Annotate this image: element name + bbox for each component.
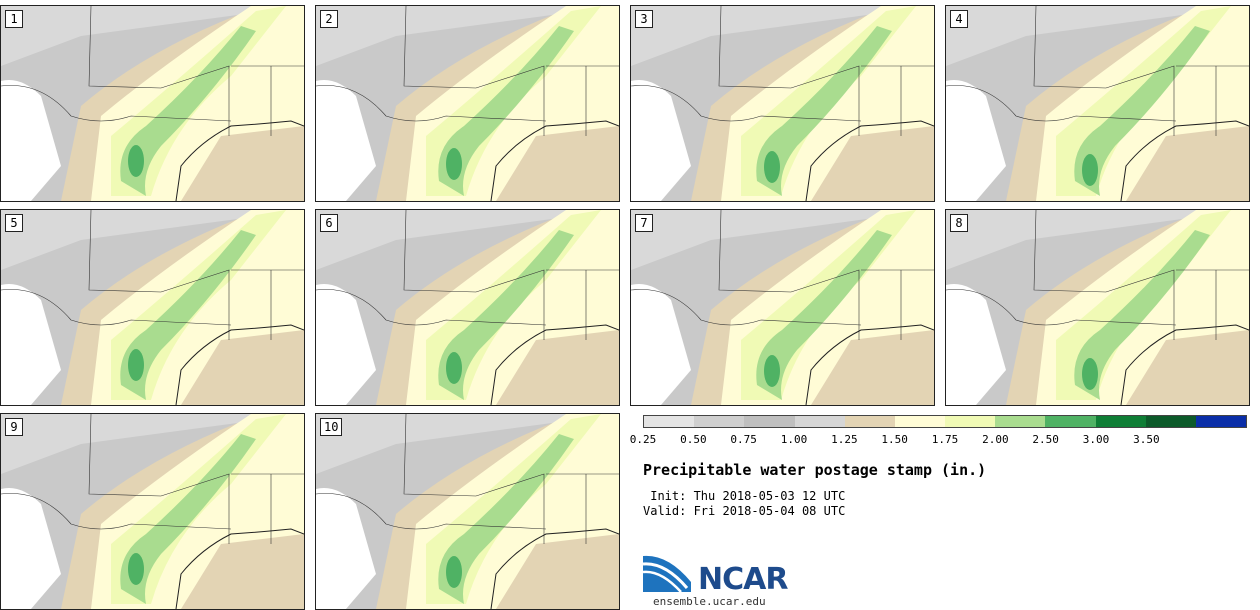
colorbar-tick-label: 0.25 [629, 433, 657, 446]
ncar-logo-icon [643, 555, 691, 593]
precip-map [946, 6, 1249, 201]
stamp-map-7: 7 [630, 209, 935, 406]
colorbar-tick-label: 1.00 [780, 433, 808, 446]
stamp-number: 5 [5, 214, 23, 232]
precip-map [1, 6, 304, 201]
precip-map [631, 6, 934, 201]
colorbar-segment [794, 416, 845, 427]
stamp-number: 7 [635, 214, 653, 232]
precip-map [316, 6, 619, 201]
stamp-map-4: 4 [945, 5, 1250, 202]
precip-map [631, 210, 934, 405]
stamp-number: 3 [635, 10, 653, 28]
colorbar-segment [894, 416, 946, 427]
stamp-map-9: 9 [0, 413, 305, 610]
colorbar-segment [1195, 416, 1247, 427]
stamp-number: 6 [320, 214, 338, 232]
colorbar-tick-label: 2.00 [982, 433, 1009, 446]
colorbar-tick-label: 1.25 [831, 433, 858, 446]
stamp-map-5: 5 [0, 209, 305, 406]
stamp-map-2: 2 [315, 5, 620, 202]
stamp-number: 9 [5, 418, 23, 436]
stamp-map-1: 1 [0, 5, 305, 202]
precip-map [946, 210, 1249, 405]
colorbar-segment [694, 416, 745, 427]
stamp-number: 2 [320, 10, 338, 28]
stamp-map-3: 3 [630, 5, 935, 202]
colorbar-segment [945, 416, 996, 427]
colorbar-tick-label: 1.50 [881, 433, 908, 446]
colorbar-segment [1045, 416, 1096, 427]
colorbar-segment [844, 416, 895, 427]
colorbar-segment [1145, 416, 1196, 427]
precip-map [1, 414, 304, 609]
colorbar-segment [995, 416, 1046, 427]
stamp-number: 10 [320, 418, 343, 436]
colorbar [643, 415, 1247, 428]
stamp-number: 4 [950, 10, 968, 28]
logo-text: NCAR [698, 562, 788, 597]
precip-map [316, 210, 619, 405]
init-time: Init: Thu 2018-05-03 12 UTC [643, 489, 846, 503]
stamp-map-10: 10 [315, 413, 620, 610]
colorbar-tick-label: 0.50 [680, 433, 707, 446]
precip-map [316, 414, 619, 609]
valid-time: Valid: Fri 2018-05-04 08 UTC [643, 504, 846, 518]
colorbar-segment [744, 416, 795, 427]
colorbar-tick-label: 2.50 [1032, 433, 1059, 446]
stamp-map-8: 8 [945, 209, 1250, 406]
precip-map [1, 210, 304, 405]
colorbar-tick-label: 3.50 [1133, 433, 1160, 446]
stamp-map-6: 6 [315, 209, 620, 406]
site-url: ensemble.ucar.edu [653, 595, 766, 608]
colorbar-labels: 0.25 0.50 0.75 1.00 1.25 1.50 1.75 2.00 2.50 3.00… [630, 433, 1247, 447]
colorbar-segment [644, 416, 695, 427]
stamp-number: 8 [950, 214, 968, 232]
colorbar-tick-label: 0.75 [730, 433, 757, 446]
colorbar-segment [1095, 416, 1146, 427]
stamp-number: 1 [5, 10, 23, 28]
colorbar-tick-label: 3.00 [1082, 433, 1110, 446]
colorbar-tick-label: 1.75 [931, 433, 959, 446]
chart-title: Precipitable water postage stamp (in.) [643, 461, 987, 479]
